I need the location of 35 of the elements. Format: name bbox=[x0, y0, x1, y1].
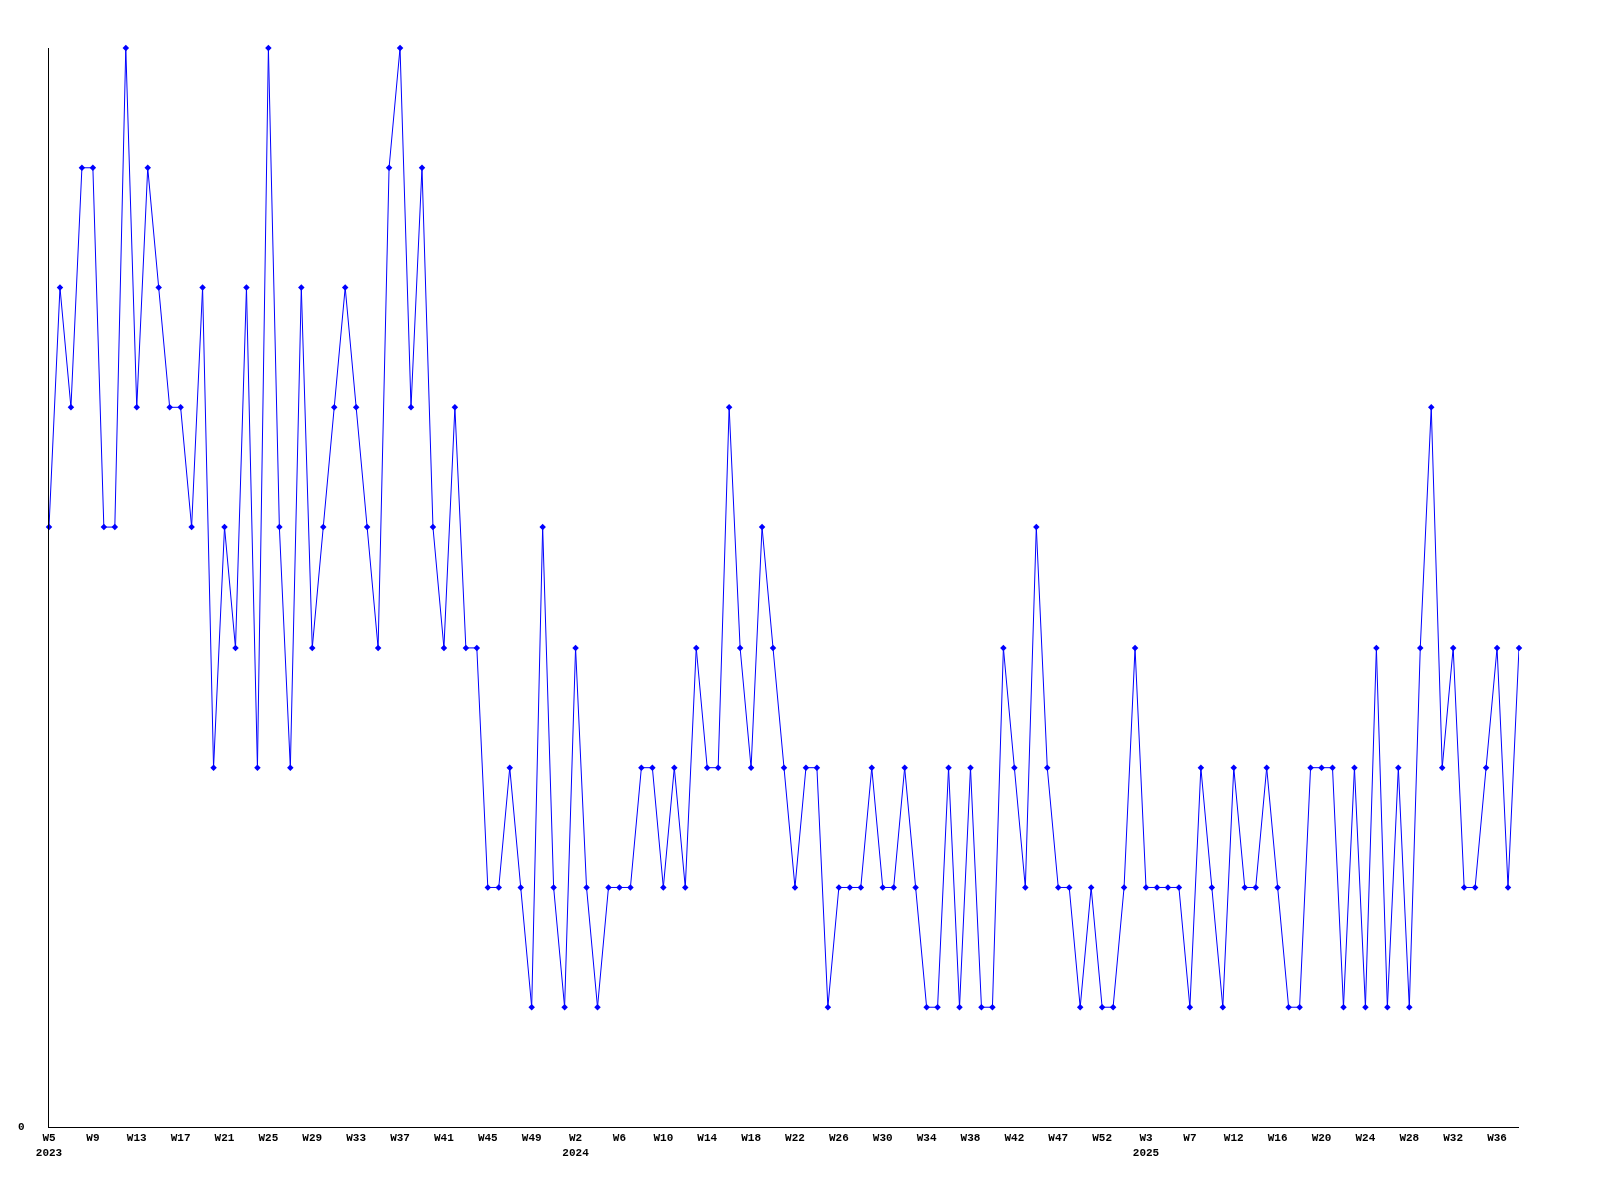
x-tick-label: W3 2025 bbox=[1132, 1132, 1160, 1159]
x-tick-label: W49 bbox=[521, 1132, 542, 1145]
x-tick-label: W13 bbox=[126, 1132, 148, 1145]
text: 0 bbox=[18, 1121, 25, 1133]
x-tick-label: W14 bbox=[697, 1132, 718, 1145]
x-tick-label: W12 bbox=[1223, 1132, 1244, 1145]
x-tick-label: W36 bbox=[1487, 1132, 1507, 1145]
x-tick-label: W32 bbox=[1443, 1132, 1464, 1145]
x-tick-label: W33 bbox=[346, 1132, 367, 1145]
x-tick-label: W29 bbox=[302, 1132, 323, 1145]
x-tick-label: W20 bbox=[1311, 1132, 1332, 1145]
x-tick-label: W52 bbox=[1092, 1132, 1113, 1145]
x-tick-label: W41 bbox=[434, 1132, 455, 1145]
x-tick-label: W37 bbox=[390, 1132, 410, 1145]
x-tick-label: W24 bbox=[1355, 1132, 1376, 1145]
x-tick-label: W45 bbox=[477, 1132, 499, 1145]
x-tick-label: W42 bbox=[1004, 1132, 1025, 1145]
x-tick-label: W26 bbox=[828, 1132, 849, 1145]
x-tick-label: W2 2024 bbox=[562, 1132, 590, 1159]
x-tick-label: W9 bbox=[86, 1132, 100, 1145]
x-tick-label: W7 bbox=[1183, 1132, 1197, 1145]
x-tick-label: W28 bbox=[1399, 1132, 1420, 1145]
x-tick-label: W18 bbox=[741, 1132, 762, 1145]
x-tick-label: W30 bbox=[872, 1132, 893, 1145]
x-tick-label: W10 bbox=[653, 1132, 674, 1145]
x-tick-label: W47 bbox=[1048, 1132, 1069, 1145]
x-tick-label: W21 bbox=[214, 1132, 235, 1145]
x-tick-label: W38 bbox=[960, 1132, 981, 1145]
x-tick-label: W34 bbox=[916, 1132, 937, 1145]
x-tick-label: W22 bbox=[785, 1132, 805, 1145]
x-tick-label: W17 bbox=[170, 1132, 191, 1145]
x-tick-label: W25 bbox=[258, 1132, 279, 1145]
x-tick-label: W5 2023 bbox=[35, 1132, 63, 1159]
x-tick-label: W16 bbox=[1267, 1132, 1288, 1145]
x-tick-label: W6 bbox=[612, 1132, 627, 1145]
